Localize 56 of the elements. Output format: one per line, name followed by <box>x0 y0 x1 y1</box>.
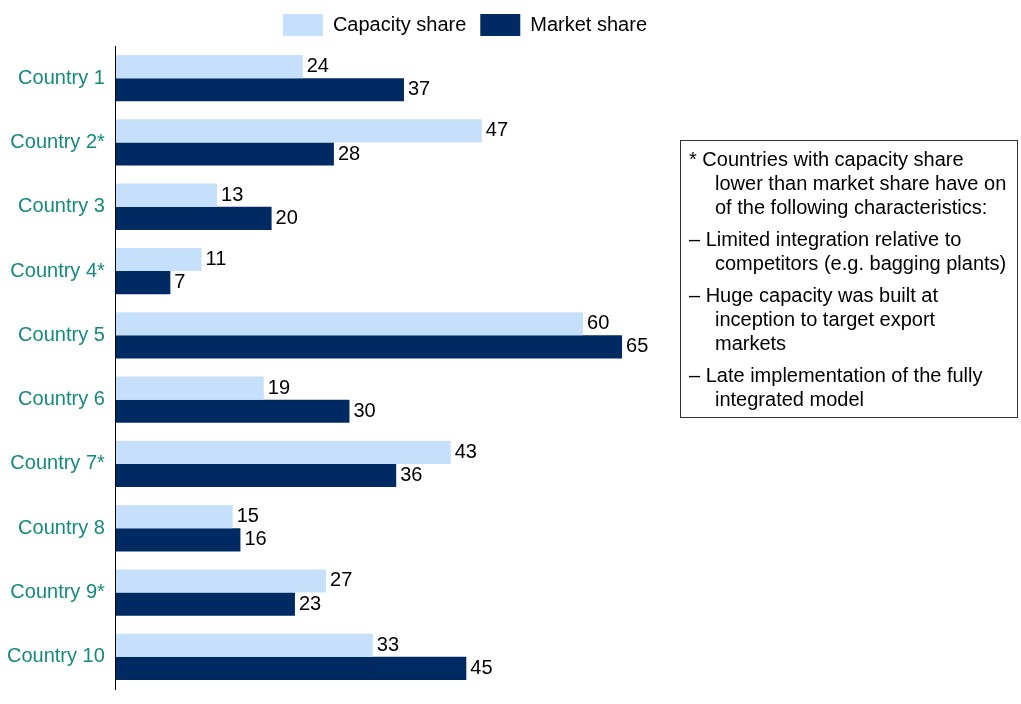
bar <box>115 440 451 464</box>
data-label: 60 <box>587 311 610 334</box>
data-label: 45 <box>470 655 493 678</box>
data-label: 27 <box>330 568 353 591</box>
y-tick-label: Country 6 <box>18 387 105 410</box>
bar <box>115 592 295 616</box>
y-tick-label: Country 9* <box>10 580 106 603</box>
bar <box>115 271 171 295</box>
y-tick-label: Country 7* <box>10 451 106 474</box>
bar <box>115 656 467 680</box>
data-label: 24 <box>306 54 329 77</box>
bar <box>115 247 202 272</box>
data-label: 19 <box>267 375 291 398</box>
bar <box>115 399 350 423</box>
legend-label: Capacity share <box>332 12 467 35</box>
data-label: 30 <box>353 398 376 421</box>
data-label: 36 <box>400 463 423 486</box>
data-label: 16 <box>244 527 267 550</box>
bar <box>115 183 218 207</box>
data-label: 15 <box>236 504 259 527</box>
data-label: 37 <box>407 77 431 100</box>
y-tick-label: Country 8 <box>18 515 105 538</box>
data-label: 43 <box>454 439 477 462</box>
y-tick-label: Country 4* <box>10 258 106 281</box>
text: – Limited integration relative to competitors (e.g. bagging plants) <box>689 227 1008 275</box>
data-label: 13 <box>221 182 244 205</box>
bar <box>115 78 404 102</box>
bar <box>115 119 482 143</box>
bar <box>115 505 233 529</box>
bar <box>115 376 264 400</box>
bar <box>115 633 373 657</box>
bar <box>115 206 272 230</box>
data-label: 11 <box>205 246 227 269</box>
bar <box>115 55 303 79</box>
bar <box>115 335 623 359</box>
y-tick-label: Country 3 <box>18 194 105 217</box>
data-label: 28 <box>337 141 361 164</box>
bar <box>115 142 334 166</box>
bar <box>115 312 584 336</box>
bar <box>115 528 241 552</box>
text: – Huge capacity was built at inception to target export markets <box>689 283 940 355</box>
text: – Late implementation of the fully integrated model <box>689 363 984 411</box>
y-tick-label: Country 5 <box>18 322 105 345</box>
y-tick-label: Country 10 <box>6 644 105 667</box>
data-label: 33 <box>376 632 400 655</box>
data-label: 23 <box>298 591 322 614</box>
y-tick-label: Country 2* <box>10 129 106 152</box>
legend-label: Market share <box>530 12 648 35</box>
data-label: 20 <box>275 205 298 228</box>
text: * Countries with capacity share lower than market share have on of the following characteristics: <box>689 147 1008 219</box>
bar <box>115 569 327 593</box>
data-label: 7 <box>174 270 186 293</box>
bar <box>115 463 397 488</box>
data-label: 65 <box>626 334 649 357</box>
data-label: 47 <box>485 118 509 141</box>
y-tick-label: Country 1 <box>18 65 105 88</box>
